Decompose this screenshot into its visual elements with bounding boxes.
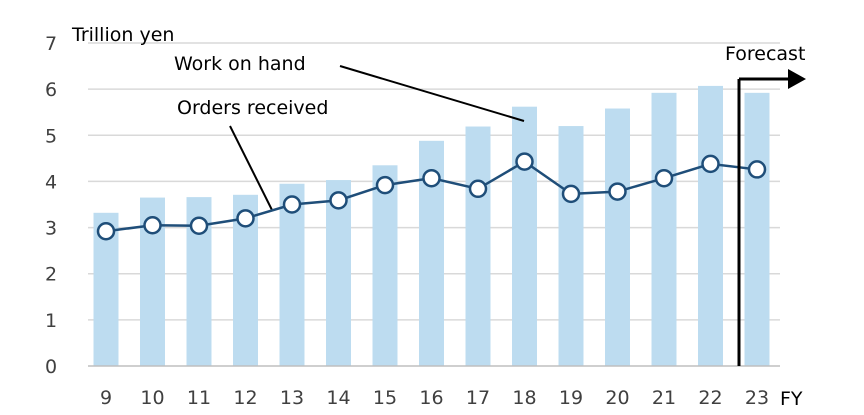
orders-received-point [515,152,534,171]
bar [651,92,677,366]
bar [744,92,770,366]
bar [372,165,398,366]
work-on-hand-annotation: Work on hand [174,53,306,75]
forecast-marker: Forecast [725,43,806,366]
orders-received-point [747,160,767,179]
bar [326,180,351,366]
x-tick-label: 9 [100,387,112,409]
orders-received-point [329,191,348,210]
bar [605,108,630,366]
callouts [229,65,525,211]
y-tick-label: 4 [45,171,57,193]
x-tick-label: 22 [698,387,722,409]
y-axis: 0 1 2 3 4 5 6 7 [45,33,57,378]
x-tick-label: 16 [419,387,443,409]
line-orders-received [96,152,767,241]
bar [698,85,723,367]
orders-received-point [375,175,395,195]
bar [279,183,305,366]
x-tick-label: 19 [559,387,583,409]
x-tick-label: 15 [373,387,397,409]
y-tick-label: 3 [45,218,57,240]
bar [558,126,584,366]
x-tick-label: 13 [280,387,304,409]
orders-received-point [608,182,627,201]
orders-received-point [561,184,581,204]
orders-received-point [422,168,441,188]
x-tick-label: 20 [605,387,629,409]
x-tick-label: 11 [187,387,211,409]
orders-received-annotation: Orders received [177,97,328,119]
x-unit-label: FY [780,388,803,410]
y-tick-label: 5 [45,125,57,147]
y-unit-label: Trillion yen [71,24,174,46]
x-tick-label: 17 [466,387,490,409]
y-tick-label: 2 [45,264,57,286]
y-tick-label: 6 [45,79,57,101]
orders-received-point [654,168,674,188]
orders-received-point [701,154,720,174]
x-tick-label: 12 [233,387,257,409]
bar [512,106,537,367]
y-tick-label: 0 [45,356,57,378]
x-tick-label: 10 [140,387,164,409]
orders-received-point [236,209,255,228]
x-tick-label: 21 [652,387,676,409]
x-tick-label: 18 [512,387,536,409]
forecast-label: Forecast [725,43,805,65]
orders-received-point [189,216,209,235]
y-tick-label: 7 [45,33,57,55]
orders-received-point [96,222,116,241]
x-tick-label: 23 [745,387,769,409]
orders-received-point [468,179,488,199]
orders-received-point [282,195,302,214]
orders-received-point [143,216,162,235]
work-on-hand-callout-line [339,65,525,122]
bar [465,126,491,366]
orders-received-callout-line [229,125,273,211]
x-axis: 9 10 11 12 13 14 15 16 17 18 19 20 21 22 23 [88,365,780,409]
y-tick-label: 1 [45,310,57,332]
forecast-arrow-head [788,69,806,89]
x-tick-label: 14 [326,387,350,409]
